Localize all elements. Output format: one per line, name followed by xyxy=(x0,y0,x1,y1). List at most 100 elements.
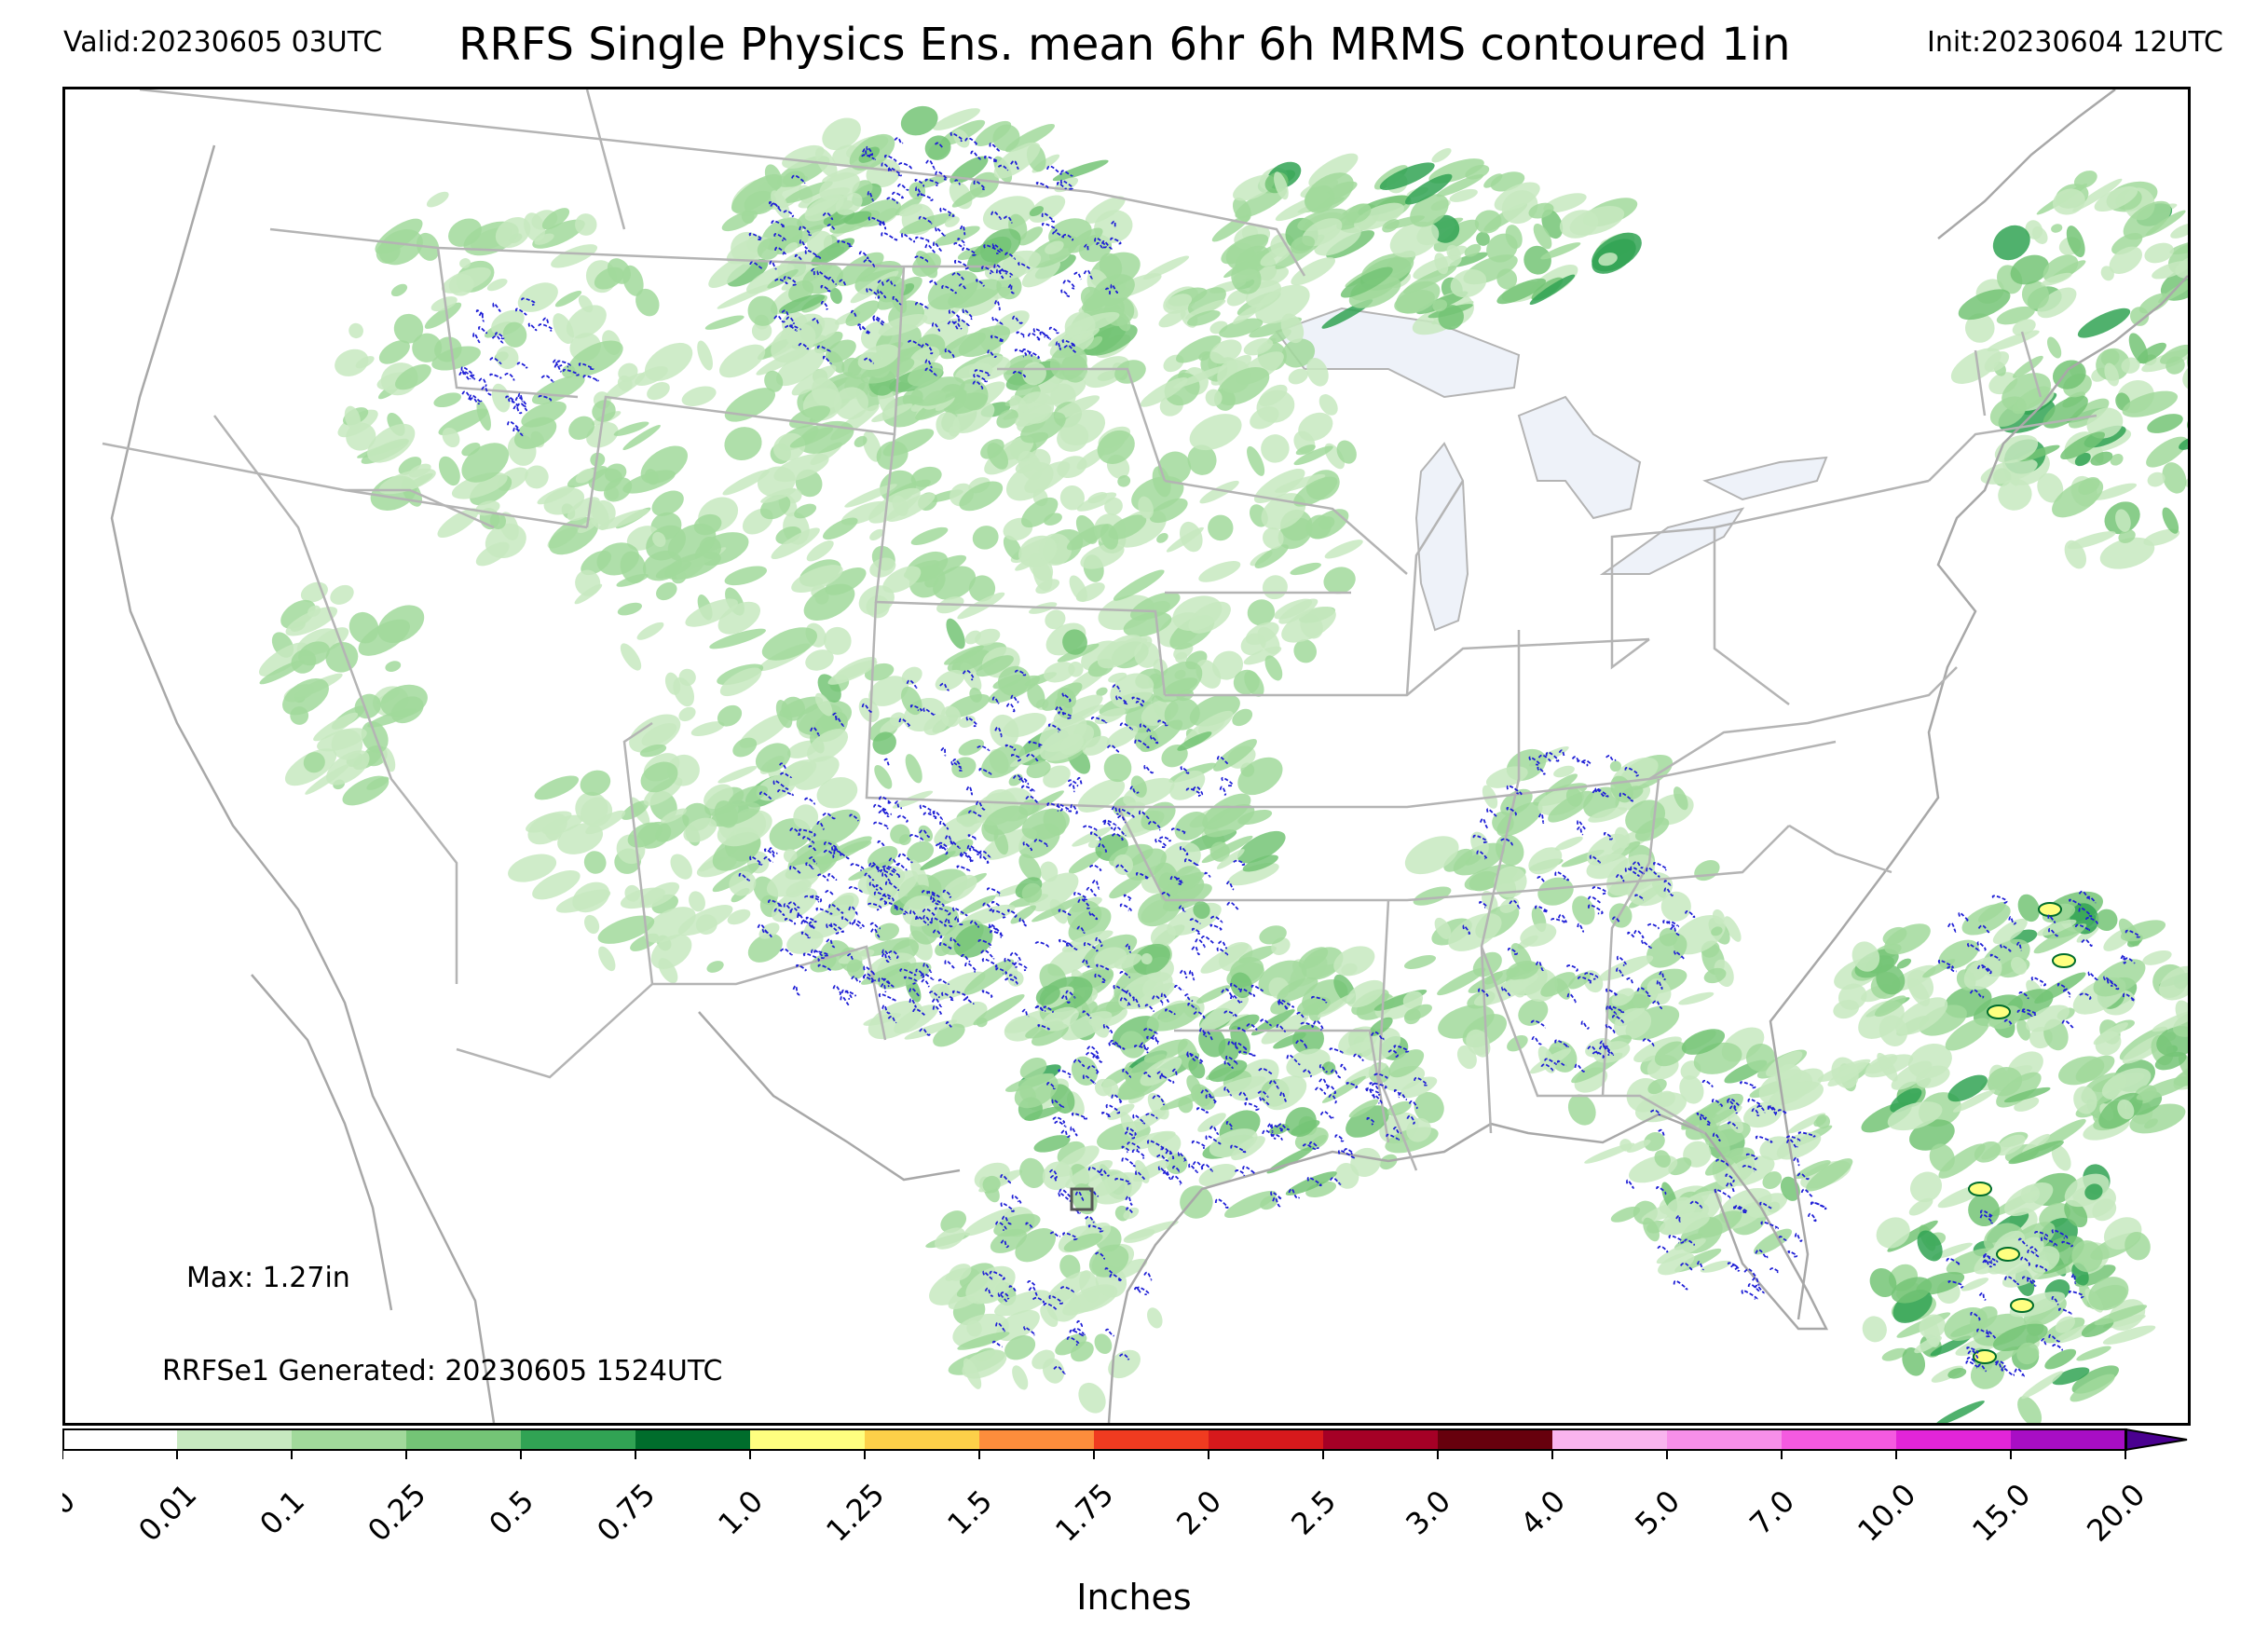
precip-cell xyxy=(1410,194,1449,227)
lake xyxy=(1414,442,1469,632)
precip-cell xyxy=(1227,862,1279,886)
contour-segment xyxy=(1978,1292,1987,1301)
precip-cell xyxy=(1448,913,1502,951)
contour-segment xyxy=(1048,1168,1058,1180)
contour-segment xyxy=(1958,911,1970,922)
precip-cell xyxy=(2095,909,2118,932)
contour-segment xyxy=(792,985,802,996)
contour-segment xyxy=(881,865,896,873)
precip-cell xyxy=(2052,478,2104,518)
precip-cell xyxy=(2154,1051,2187,1071)
contour-segment xyxy=(1192,786,1204,797)
contour-segment xyxy=(1984,1260,1996,1266)
contour-segment xyxy=(816,345,832,353)
precip-cell xyxy=(1614,1007,1652,1040)
contour-segment xyxy=(909,987,921,998)
heavy-precip-core xyxy=(1987,1004,2011,1019)
precip-cell xyxy=(1049,345,1087,380)
precip-cell xyxy=(390,696,424,724)
precip-cell xyxy=(584,914,600,935)
contour-segment xyxy=(1060,170,1073,177)
precip-cell xyxy=(1232,708,1253,727)
coastline xyxy=(110,144,496,1423)
contour-segment xyxy=(919,1028,931,1036)
precip-cell xyxy=(2073,171,2097,189)
contour-segment xyxy=(1947,1280,1964,1289)
precip-cell xyxy=(2144,242,2175,264)
contour-segment xyxy=(1588,895,1602,905)
precip-cell xyxy=(1065,1159,1114,1189)
precip-cell xyxy=(1043,765,1071,788)
contour-segment xyxy=(878,977,895,988)
contour-segment xyxy=(1111,220,1116,229)
precip-cell xyxy=(2115,509,2131,532)
precip-cell xyxy=(1827,1061,1867,1087)
contour-segment xyxy=(1046,165,1062,175)
precip-cell xyxy=(1700,1260,1731,1273)
contour-segment xyxy=(1108,1042,1126,1050)
contour-segment xyxy=(1288,1188,1301,1199)
contour-segment xyxy=(950,131,963,143)
contour-segment xyxy=(797,913,807,924)
state-border xyxy=(585,266,906,528)
contour-segment xyxy=(972,380,984,390)
precip-cell xyxy=(1992,918,2028,945)
contour-segment xyxy=(508,398,519,406)
precip-cell xyxy=(2099,537,2155,569)
contour-segment xyxy=(2074,923,2091,932)
precip-cell xyxy=(789,427,834,448)
precip-cell xyxy=(2010,956,2028,976)
precip-cell xyxy=(1496,278,1547,305)
precip-cell xyxy=(1063,1233,1103,1252)
colorbar-swatch xyxy=(1896,1429,2012,1450)
contour-segment xyxy=(907,339,922,348)
precip-cell xyxy=(2143,528,2180,546)
contour-segment xyxy=(1977,1363,1987,1373)
contour-segment xyxy=(982,1270,994,1280)
contour-segment xyxy=(997,164,1009,171)
precip-cell xyxy=(2118,529,2136,543)
precip-cell xyxy=(1140,1056,1182,1086)
contour-segment xyxy=(935,142,944,149)
precip-cell xyxy=(1085,335,1103,350)
contour-segment xyxy=(939,207,955,217)
precip-cell xyxy=(1219,318,1264,338)
precip-cell xyxy=(1107,1103,1135,1120)
precip-cell xyxy=(953,923,993,958)
precip-cell xyxy=(829,287,842,305)
precip-cell xyxy=(1232,302,1264,324)
contour-segment xyxy=(868,216,885,226)
contour-segment xyxy=(521,297,536,307)
precip-cell xyxy=(1616,1007,1646,1026)
colorbar-swatch xyxy=(1552,1429,1668,1450)
contour-segment xyxy=(1657,1245,1669,1253)
precip-cell xyxy=(2093,1022,2129,1046)
contour-segment xyxy=(830,922,844,933)
contour-segment xyxy=(2062,989,2071,998)
precip-cell xyxy=(1414,1091,1444,1124)
contour-segment xyxy=(1011,1194,1022,1204)
contour-segment xyxy=(1295,1039,1308,1049)
contour-segment xyxy=(1696,1112,1707,1119)
precip-cell xyxy=(1180,1185,1213,1219)
contour-segment xyxy=(837,239,853,248)
contour-segment xyxy=(1216,947,1229,956)
precip-cell xyxy=(1042,1161,1073,1191)
contour-segment xyxy=(2120,954,2127,964)
contour-segment xyxy=(803,797,815,805)
contour-segment xyxy=(1195,938,1206,949)
state-border xyxy=(1480,946,1706,1135)
precip-cell xyxy=(285,607,338,636)
colorbar-tick-label: 15.0 xyxy=(1965,1477,2037,1549)
precip-cell xyxy=(1432,299,1448,312)
precip-cell xyxy=(2073,1086,2097,1114)
contour-segment xyxy=(799,828,816,838)
contour-segment xyxy=(1970,1311,1981,1321)
contour-segment xyxy=(2027,1250,2041,1259)
precip-cell xyxy=(957,378,989,411)
precip-cell xyxy=(965,1265,1016,1305)
precip-cell xyxy=(760,487,797,503)
precip-cell xyxy=(495,216,531,249)
precip-cell xyxy=(982,827,1037,860)
contour-segment xyxy=(877,840,885,848)
